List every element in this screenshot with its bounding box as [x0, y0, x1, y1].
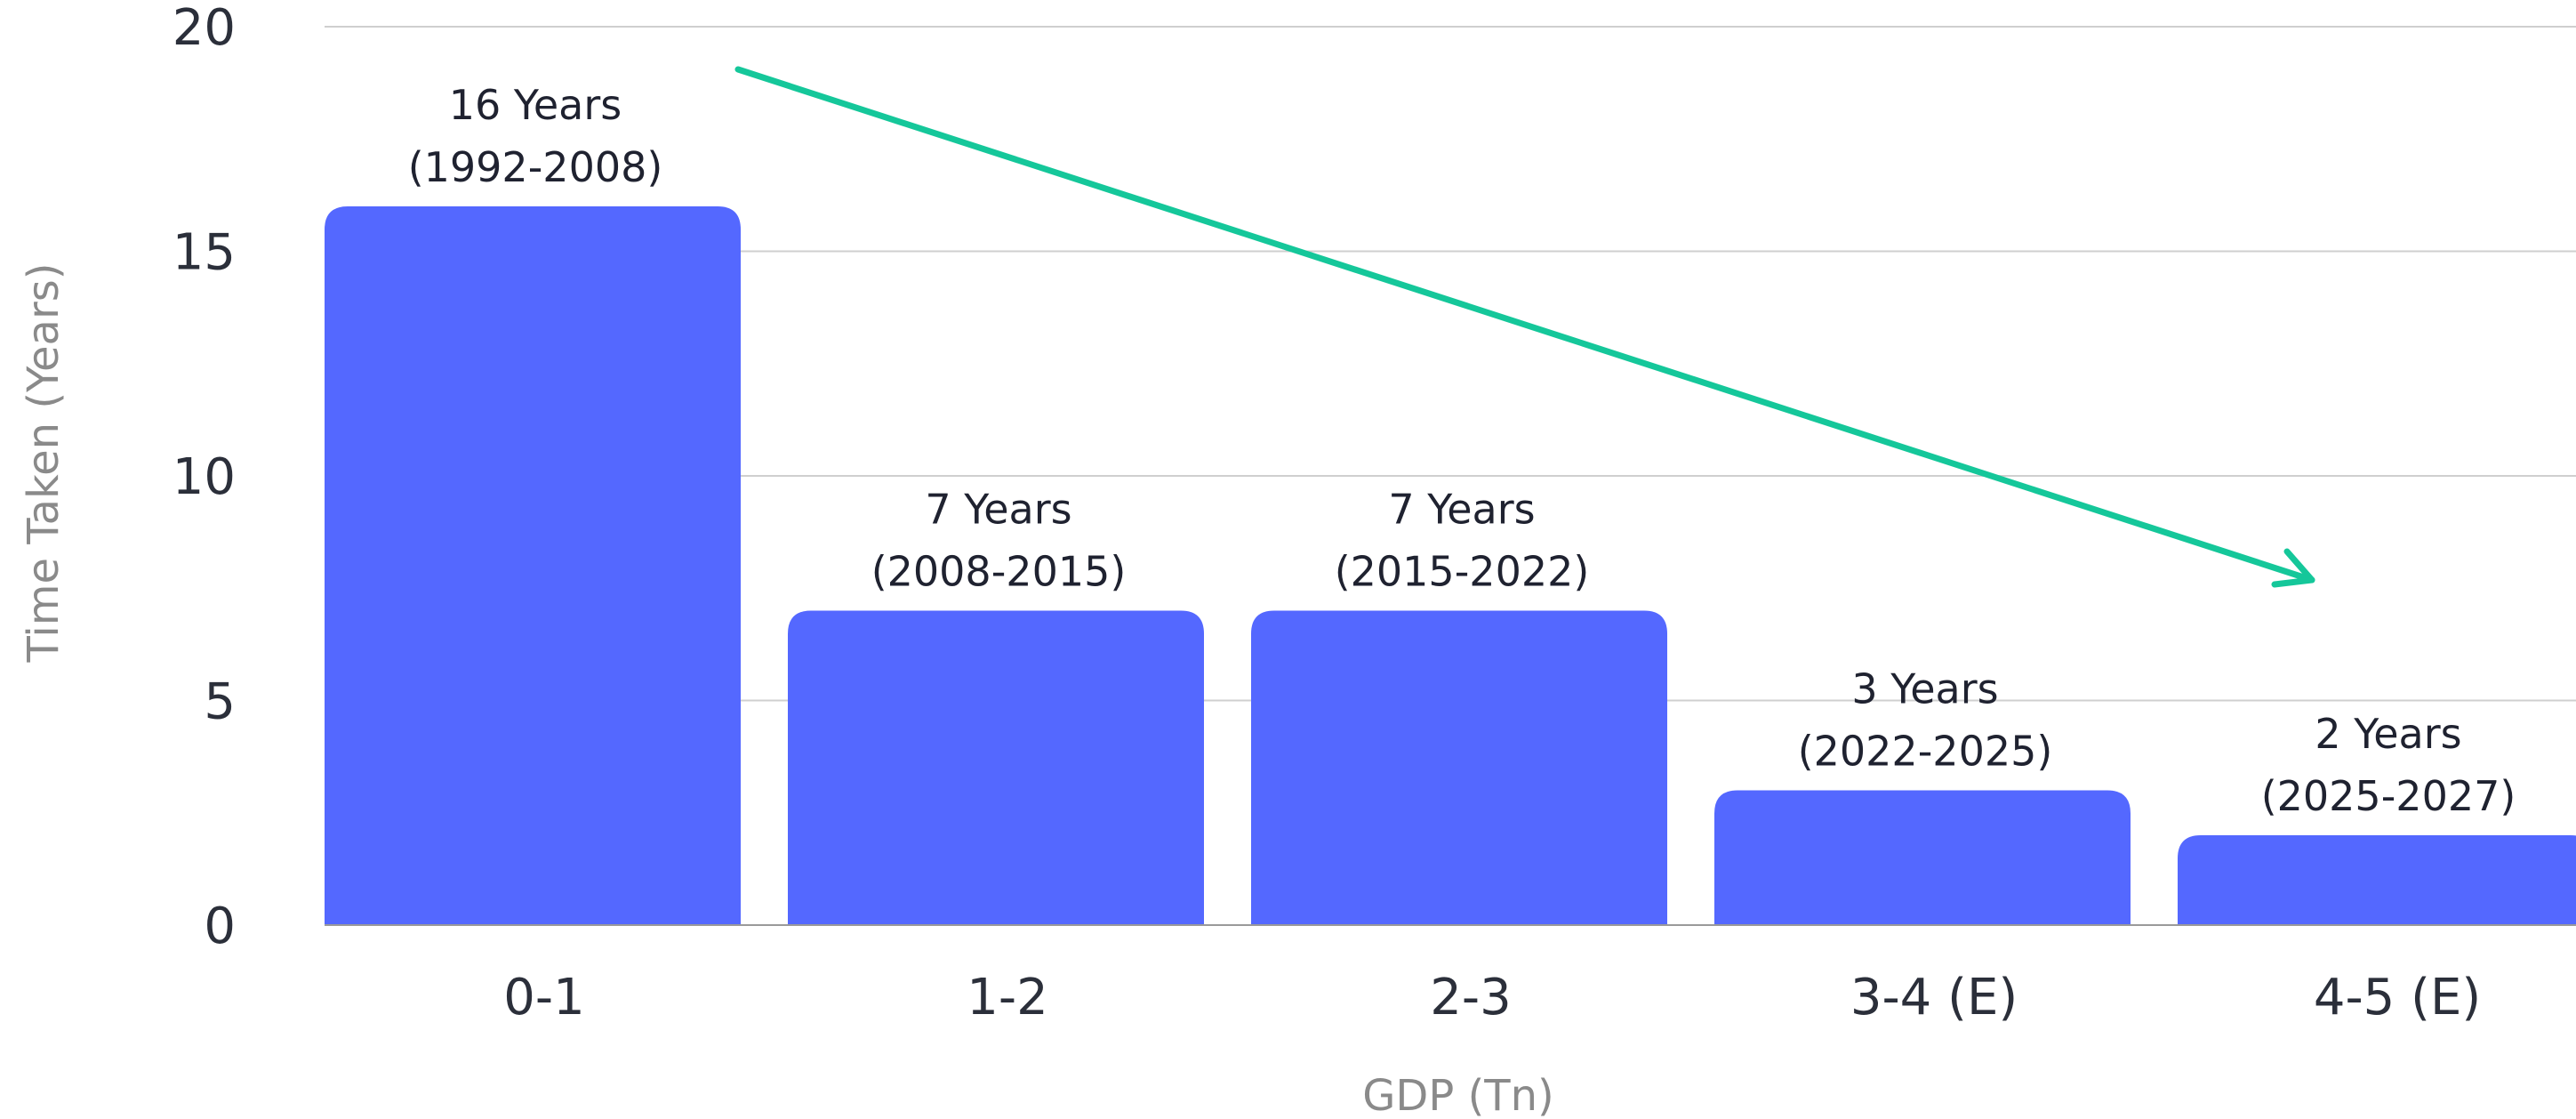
x-tick-label: 3-4 (E) — [1850, 969, 2018, 1026]
data-label-period: (2025-2027) — [2261, 772, 2516, 820]
x-axis-title: GDP (Tn) — [1362, 1071, 1554, 1119]
x-tick-label: 1-2 — [967, 969, 1047, 1026]
x-tick-label: 2-3 — [1430, 969, 1511, 1026]
trend-arrow-line — [734, 66, 2315, 584]
trend-arrow-head — [2271, 548, 2315, 588]
y-tick-label: 20 — [173, 0, 236, 57]
y-tick-label: 10 — [173, 448, 236, 506]
bar — [788, 610, 1204, 925]
y-tick-label: 5 — [204, 673, 236, 731]
x-tick-label: 4-5 (E) — [2314, 969, 2481, 1026]
y-tick-label: 15 — [173, 224, 236, 282]
data-label-years: 16 Years — [449, 81, 622, 129]
data-label-period: (1992-2008) — [408, 143, 663, 191]
data-label-years: 3 Years — [1851, 665, 1998, 713]
data-label-years: 7 Years — [925, 486, 1071, 534]
bar — [325, 206, 741, 925]
x-tick-label: 0-1 — [503, 969, 584, 1026]
bar — [1714, 790, 2131, 925]
bars — [325, 206, 2576, 925]
data-label-period: (2015-2022) — [1335, 548, 1590, 596]
data-label-period: (2008-2015) — [871, 548, 1127, 596]
data-label-years: 2 Years — [2315, 710, 2461, 758]
y-axis-title: Time Taken (Years) — [19, 263, 68, 664]
y-tick-label: 0 — [204, 898, 236, 955]
trend-arrow — [734, 66, 2315, 588]
data-label-years: 7 Years — [1388, 486, 1535, 534]
bar — [2178, 835, 2576, 925]
bar — [1251, 610, 1667, 925]
data-label-period: (2022-2025) — [1798, 728, 2053, 776]
